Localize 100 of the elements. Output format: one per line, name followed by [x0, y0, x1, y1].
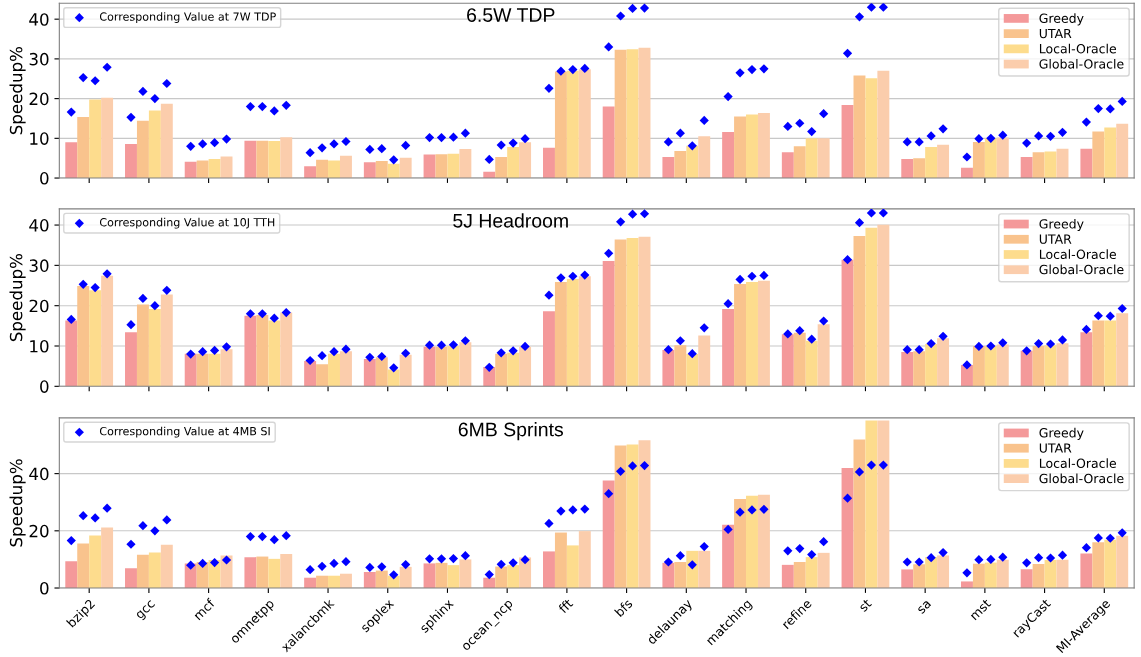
bar — [674, 561, 687, 589]
bar — [304, 166, 317, 179]
bar — [1020, 350, 1033, 387]
bar — [89, 290, 102, 387]
bar — [602, 480, 615, 589]
y-tick-label: 20 — [29, 92, 49, 106]
bar — [638, 236, 651, 387]
bar — [937, 555, 950, 589]
bar — [328, 160, 340, 179]
bar — [937, 144, 950, 179]
bar — [89, 535, 102, 589]
bar — [984, 138, 997, 179]
x-tick-label: mst — [969, 598, 992, 621]
bar — [507, 147, 520, 179]
bar — [184, 161, 197, 179]
y-axis-title: Speedup% — [9, 253, 26, 342]
legend-label: Global-Oracle — [1039, 58, 1124, 69]
bar — [1032, 152, 1045, 179]
bar — [877, 70, 890, 179]
bar — [937, 338, 950, 387]
bar — [805, 138, 818, 179]
legend-label: Corresponding Value at 4MB SI — [99, 426, 270, 438]
bar — [901, 158, 914, 179]
bar — [746, 495, 758, 589]
legend-label: Corresponding Value at 10J TTH — [99, 217, 275, 229]
bar — [602, 106, 615, 179]
bar — [495, 157, 508, 179]
bar — [578, 276, 591, 387]
bar — [77, 116, 90, 179]
bar — [662, 350, 675, 387]
bar — [901, 569, 914, 589]
bar — [328, 353, 340, 387]
bar — [256, 556, 269, 589]
bar — [280, 137, 293, 179]
bar — [65, 561, 78, 589]
bar — [841, 104, 854, 179]
bar — [196, 353, 209, 387]
bar — [136, 554, 149, 589]
bar — [196, 160, 209, 179]
bar — [757, 280, 770, 387]
bar — [817, 552, 830, 589]
legend-label: UTAR — [1039, 28, 1072, 39]
bar — [208, 353, 221, 387]
bar — [387, 369, 400, 387]
bar — [375, 357, 388, 387]
bar — [996, 559, 1009, 589]
bar — [160, 544, 173, 589]
bar — [901, 352, 914, 387]
bar — [686, 354, 699, 387]
bar — [960, 364, 973, 387]
bar — [148, 552, 161, 589]
bar — [495, 566, 508, 589]
bar — [972, 563, 985, 589]
bar — [447, 153, 460, 179]
bar — [913, 158, 926, 179]
bar — [996, 137, 1009, 179]
bar — [136, 120, 149, 179]
bar — [674, 151, 687, 179]
bar — [626, 237, 639, 387]
bar — [160, 294, 173, 387]
bar — [614, 49, 627, 179]
chart-title: 6.5W TDP — [467, 8, 555, 22]
bar — [1044, 345, 1057, 387]
bar — [184, 353, 197, 387]
bar — [734, 283, 747, 387]
bar — [722, 308, 735, 387]
bar — [268, 320, 281, 387]
y-axis-title: Speedup% — [9, 459, 26, 547]
bar — [423, 346, 436, 387]
bar — [566, 70, 579, 179]
bar — [853, 439, 866, 589]
bar — [339, 351, 352, 387]
y-tick-label: 40 — [29, 13, 49, 26]
bar — [148, 308, 161, 387]
bar — [423, 563, 436, 589]
bar — [1032, 346, 1045, 387]
bar — [101, 275, 114, 387]
legend-label: UTAR — [1039, 443, 1072, 453]
bar — [984, 346, 997, 387]
bar — [1056, 343, 1069, 387]
bar — [865, 420, 878, 589]
legend-label: UTAR — [1039, 234, 1072, 244]
bar — [148, 110, 161, 179]
bar — [280, 553, 293, 589]
bar — [626, 49, 639, 179]
bar — [495, 353, 508, 387]
bar — [865, 78, 878, 179]
chart-title: 5J Headroom — [453, 213, 568, 228]
bar — [1104, 539, 1117, 589]
bar — [65, 142, 78, 179]
bar — [626, 444, 639, 589]
bar — [1116, 313, 1129, 387]
bar — [1044, 151, 1057, 179]
bar — [1080, 148, 1093, 179]
bar — [316, 364, 329, 387]
bar — [125, 143, 137, 179]
x-tick-label: sa — [917, 600, 932, 615]
bar — [996, 344, 1009, 387]
bar — [566, 545, 579, 589]
bar — [817, 138, 830, 179]
